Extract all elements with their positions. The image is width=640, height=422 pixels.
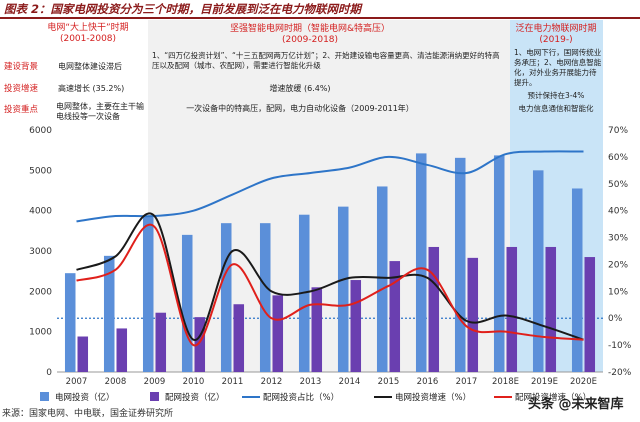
bar-grid-investment: [220, 223, 232, 372]
x-tick-label: 2017: [456, 377, 478, 387]
x-tick-label: 2011: [222, 377, 244, 387]
bar-distribution-investment: [77, 336, 89, 372]
y-right-tick-label: 30%: [608, 234, 628, 244]
period-2-years: (2009-2018): [282, 35, 338, 45]
x-tick-label: 2014: [339, 377, 361, 387]
bar-distribution-investment: [545, 246, 557, 372]
y-left-tick-label: 1000: [29, 328, 52, 338]
x-tick-label: 2008: [105, 377, 127, 387]
x-axis: 2007 2008 2009 2010 2011 2012 2013 2014 2015 2016…: [66, 377, 597, 387]
bar-grid-investment: [493, 155, 505, 372]
period-1-growth: 高速增长 (35.2%): [58, 83, 124, 93]
period-2-focus: 一次设备中的特高压，配网，电力自动化设备（2009-2011年）: [186, 103, 414, 113]
legend-swatch: [40, 392, 49, 401]
line-distribution-growth: [76, 223, 584, 347]
y-right-tick-label: -20%: [608, 368, 632, 378]
bar-grid-investment: [142, 215, 154, 372]
bar-grid-investment: [376, 186, 388, 372]
row-label-growth: 投资增速: [4, 83, 39, 94]
bar-distribution-investment: [506, 246, 518, 372]
y-right-tick-label: 20%: [608, 260, 628, 270]
title-bar: 图表 2：国家电网投资分为三个时期，目前发展到泛在电力物联网时期: [0, 0, 640, 19]
bar-grid-investment: [571, 188, 583, 372]
line-grid-investment-growth: [76, 212, 584, 341]
y-left-tick-label: 5000: [29, 166, 52, 176]
period-1-name: 电网“大上快干”时期: [47, 21, 128, 33]
bar-distribution-investment: [389, 261, 401, 372]
bar-distribution-investment: [155, 312, 167, 372]
legend-label: 配网投资（亿）: [165, 392, 225, 403]
row-label-background: 建设背景: [4, 61, 38, 72]
period-2-name: 坚强智能电网时期（智能电网&特高压）: [230, 22, 390, 34]
bar-distribution-investment: [194, 317, 206, 372]
y-left-tick-label: 4000: [29, 207, 52, 217]
row-label-focus: 投资重点: [4, 104, 39, 115]
chart: 电网“大上快干”时期 (2001-2008) 坚强智能电网时期（智能电网&特高压…: [4, 20, 632, 403]
bar-distribution-investment: [311, 287, 323, 372]
period-1-background: 电网整体建设滞后: [58, 61, 122, 71]
bars: [64, 153, 596, 372]
x-tick-label: 2007: [66, 377, 88, 387]
bar-distribution-investment: [350, 280, 362, 372]
figure-title: 图表 2：国家电网投资分为三个时期，目前发展到泛在电力物联网时期: [4, 2, 362, 16]
x-tick-label: 2015: [378, 377, 400, 387]
y-right-tick-label: 10%: [608, 287, 628, 297]
bar-distribution-investment: [116, 328, 128, 372]
period-3-background: 1、电网下行，国网传统业务承压；2、电网信息智能化，对外业务开展能力待提升。: [514, 48, 602, 87]
y-right-tick-label: 50%: [608, 180, 628, 190]
period-3-years: (2019-): [539, 35, 572, 45]
bar-grid-investment: [103, 255, 115, 372]
x-tick-label: 2009: [144, 377, 166, 387]
period-3-name: 泛在电力物联网时期: [515, 22, 596, 34]
period-1-focus: 电网整体，主要在主干输电线投等一次设备: [56, 102, 144, 121]
y-left-tick-label: 0: [46, 368, 52, 378]
bar-distribution-investment: [584, 257, 596, 372]
bar-grid-investment: [259, 223, 271, 372]
bar-distribution-investment: [233, 304, 245, 372]
line-distribution-share: [76, 150, 584, 223]
left-axis: 0 1000 2000 3000 4000 5000 6000: [29, 126, 52, 378]
x-tick-label: 2010: [183, 377, 205, 387]
y-right-tick-label: 60%: [608, 153, 628, 163]
bar-grid-investment: [64, 273, 76, 372]
bar-distribution-investment: [467, 257, 479, 372]
period-3-focus: 电力信息通信和智能化: [519, 103, 594, 113]
bar-grid-investment: [532, 170, 544, 372]
bar-grid-investment: [454, 157, 466, 372]
period-2-background: 1、“四万亿投资计划”、“十三五配网两万亿计划”；2、开始建设输电容量更高、清洁…: [152, 51, 500, 70]
y-right-tick-label: 0%: [608, 314, 623, 324]
right-axis: -20% -10% 0% 10% 20% 30% 40% 50% 60% 70%: [608, 126, 632, 378]
legend: 电网投资（亿） 配网投资（亿） 配网投资占比（%） 电网投资增速（%） 配网投资增速（%…: [40, 392, 591, 403]
legend-label: 电网投资（亿）: [55, 392, 115, 403]
legend-swatch: [150, 392, 159, 401]
y-left-tick-label: 2000: [29, 287, 52, 297]
x-tick-label: 2012: [261, 377, 283, 387]
x-tick-label: 2020E: [570, 377, 597, 387]
legend-label: 配网投资占比（%）: [263, 392, 339, 403]
watermark: 头条 @未来智库: [528, 397, 624, 412]
bar-distribution-investment: [272, 295, 284, 372]
lines: [76, 150, 584, 347]
bar-grid-investment: [181, 234, 193, 372]
x-tick-label: 2019E: [531, 377, 558, 387]
y-right-tick-label: -10%: [608, 341, 632, 351]
period-3-growth: 预计保持在3-4%: [528, 90, 585, 100]
y-right-tick-label: 40%: [608, 207, 628, 217]
period-1-years: (2001-2008): [60, 34, 116, 44]
y-right-tick-label: 70%: [608, 126, 628, 136]
x-tick-label: 2013: [300, 377, 322, 387]
period-2-growth: 增速放缓 (6.4%): [269, 83, 330, 93]
x-tick-label: 2018E: [492, 377, 519, 387]
x-tick-label: 2016: [417, 377, 439, 387]
y-left-tick-label: 6000: [29, 126, 52, 136]
legend-label: 电网投资增速（%）: [395, 392, 471, 403]
legend-label: 配网投资增速（%）: [515, 392, 591, 403]
y-left-tick-label: 3000: [29, 247, 52, 257]
bar-grid-investment: [415, 153, 427, 372]
source-note: 来源：国家电网、中电联，国金证券研究所: [2, 409, 174, 419]
bar-grid-investment: [337, 206, 349, 372]
bar-distribution-investment: [428, 246, 440, 372]
